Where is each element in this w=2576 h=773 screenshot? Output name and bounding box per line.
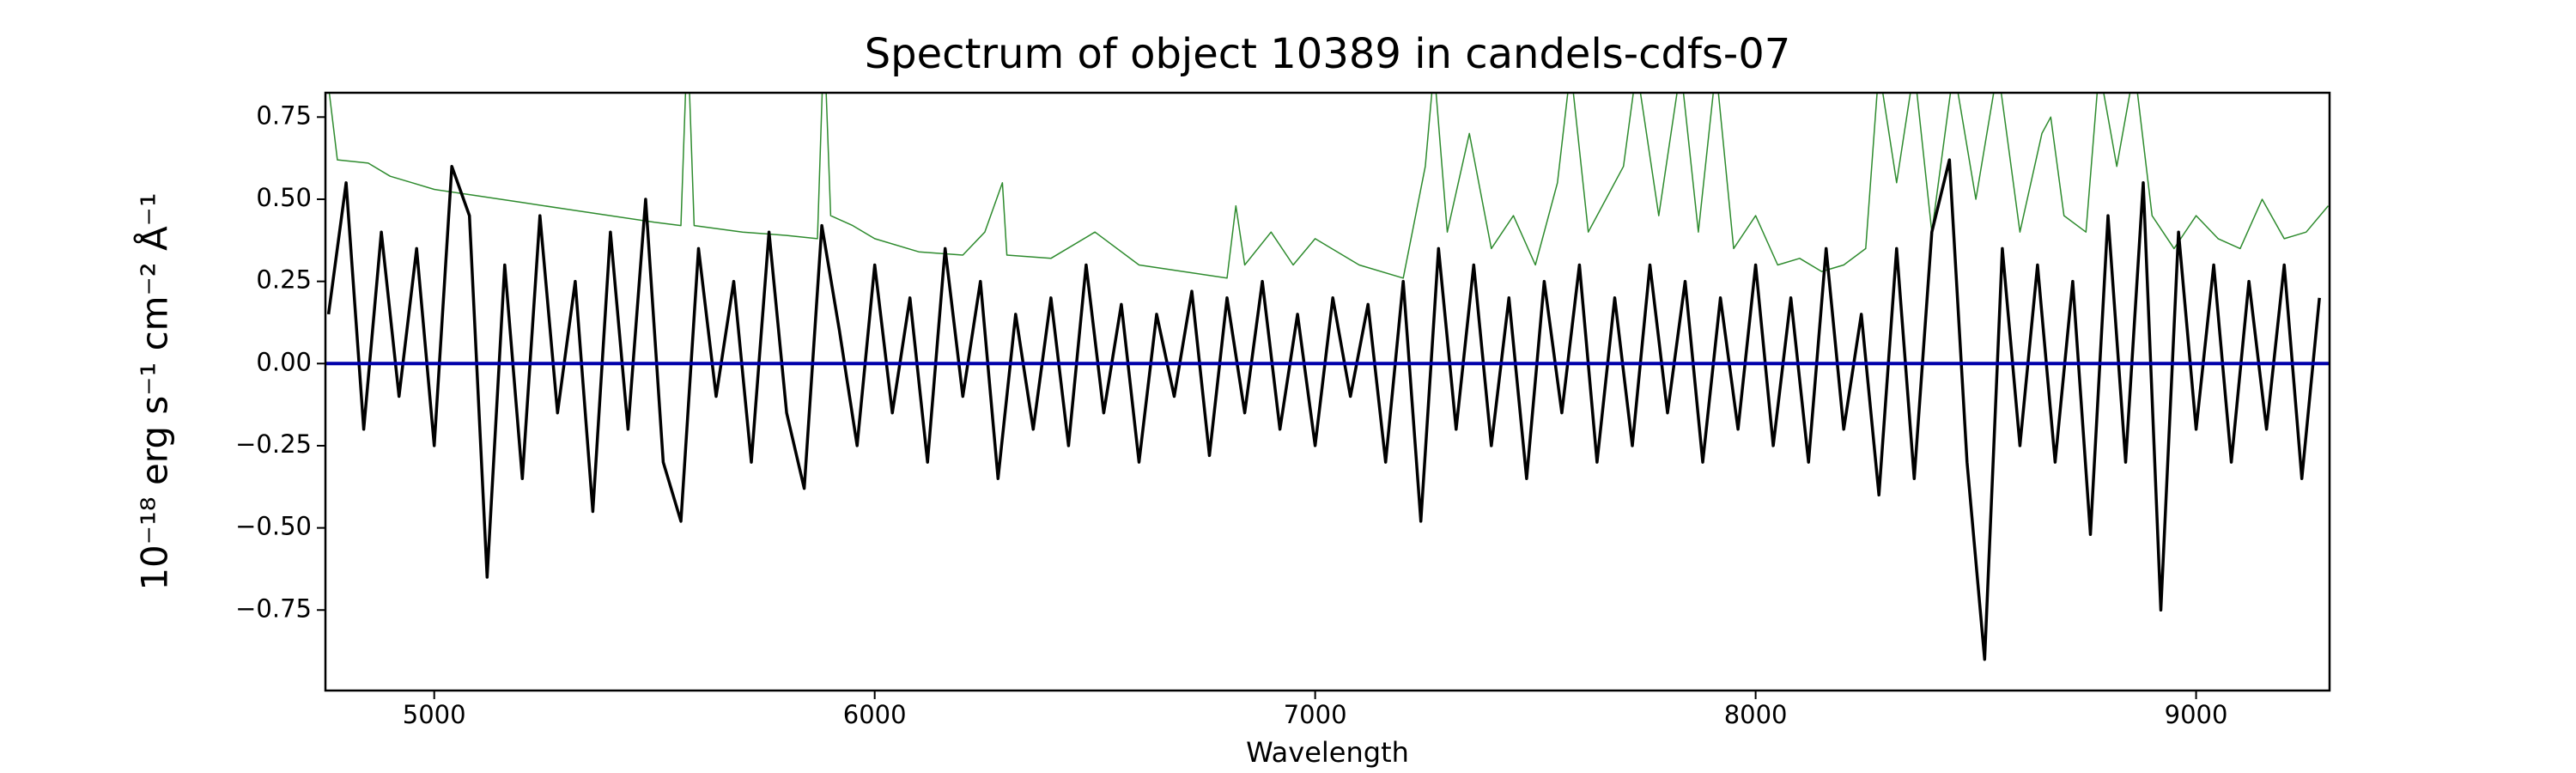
x-tick-label: 7000 [1284,700,1347,729]
chart-title: Spectrum of object 10389 in candels-cdfs… [865,30,1791,78]
x-axis-label: Wavelength [1246,736,1409,769]
x-tick-label: 8000 [1724,700,1788,729]
spectrum-line [328,93,2330,279]
y-tick-label: −0.50 [235,512,312,541]
axes-frame [324,91,2331,692]
spectrum-line [326,158,2321,661]
x-tick-label: 6000 [843,700,907,729]
y-tick-label: 0.75 [256,100,312,130]
y-axis-label: 10⁻¹⁸ erg s⁻¹ cm⁻² Å⁻¹ [133,192,176,590]
y-tick-label: 0.50 [256,183,312,212]
x-tick-label: 9000 [2165,700,2228,729]
plot-area [325,93,2330,661]
y-tick-label: 0.25 [256,265,312,295]
y-tick-label: −0.25 [235,429,312,459]
y-tick-label: 0.00 [256,347,312,376]
x-tick-label: 5000 [403,700,466,729]
y-tick-label: −0.75 [235,593,312,623]
